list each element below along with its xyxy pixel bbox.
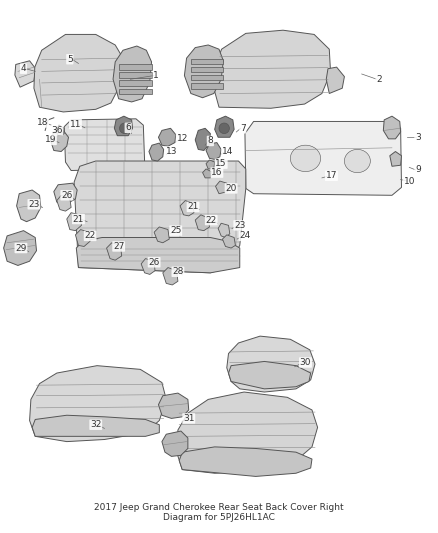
Text: 21: 21 xyxy=(73,214,84,223)
Text: 4: 4 xyxy=(21,64,26,73)
Text: 1: 1 xyxy=(153,71,159,80)
Text: 30: 30 xyxy=(300,358,311,367)
Polygon shape xyxy=(149,143,164,161)
Text: 23: 23 xyxy=(28,200,39,209)
Text: 26: 26 xyxy=(148,258,160,267)
Polygon shape xyxy=(119,89,152,94)
Text: 6: 6 xyxy=(125,123,131,132)
Text: 19: 19 xyxy=(45,135,56,144)
Polygon shape xyxy=(227,336,315,392)
Text: 8: 8 xyxy=(208,136,213,146)
Polygon shape xyxy=(214,30,331,108)
Polygon shape xyxy=(67,213,81,231)
Polygon shape xyxy=(177,392,318,473)
Polygon shape xyxy=(119,80,152,86)
Polygon shape xyxy=(191,67,223,72)
Text: 2017 Jeep Grand Cherokee Rear Seat Back Cover Right
Diagram for 5PJ26HL1AC: 2017 Jeep Grand Cherokee Rear Seat Back … xyxy=(94,503,344,522)
Polygon shape xyxy=(245,122,402,195)
Polygon shape xyxy=(106,243,122,260)
Text: 36: 36 xyxy=(51,126,63,135)
Polygon shape xyxy=(113,46,152,102)
Polygon shape xyxy=(206,160,215,169)
Text: 31: 31 xyxy=(183,414,194,423)
Polygon shape xyxy=(184,45,223,98)
Text: 28: 28 xyxy=(172,267,184,276)
Polygon shape xyxy=(114,116,133,136)
Polygon shape xyxy=(202,169,211,178)
Text: 23: 23 xyxy=(234,221,245,230)
Polygon shape xyxy=(76,238,240,273)
Text: 26: 26 xyxy=(61,191,72,200)
Polygon shape xyxy=(159,128,176,146)
Text: 21: 21 xyxy=(187,203,199,212)
Text: 9: 9 xyxy=(415,165,421,174)
Polygon shape xyxy=(141,259,155,274)
Polygon shape xyxy=(154,227,169,243)
Polygon shape xyxy=(162,431,188,456)
Text: 3: 3 xyxy=(415,133,421,142)
Polygon shape xyxy=(195,215,209,231)
Polygon shape xyxy=(215,181,228,193)
Polygon shape xyxy=(191,75,223,80)
Polygon shape xyxy=(191,59,223,64)
Polygon shape xyxy=(75,230,90,246)
Text: 14: 14 xyxy=(222,147,233,156)
Polygon shape xyxy=(56,125,64,136)
Polygon shape xyxy=(223,235,236,248)
Ellipse shape xyxy=(219,123,230,134)
Polygon shape xyxy=(179,447,312,477)
Polygon shape xyxy=(15,61,35,87)
Text: 27: 27 xyxy=(113,242,124,251)
Text: 24: 24 xyxy=(239,231,251,240)
Polygon shape xyxy=(17,190,41,222)
Polygon shape xyxy=(163,268,178,285)
Polygon shape xyxy=(32,415,159,437)
Text: 29: 29 xyxy=(15,244,27,253)
Text: 12: 12 xyxy=(177,134,188,143)
Text: 2: 2 xyxy=(376,75,382,84)
Polygon shape xyxy=(119,64,152,70)
Text: 20: 20 xyxy=(226,184,237,193)
Polygon shape xyxy=(383,116,401,139)
Ellipse shape xyxy=(290,145,321,172)
Polygon shape xyxy=(57,195,71,211)
Polygon shape xyxy=(180,200,194,216)
Text: 11: 11 xyxy=(70,119,81,128)
Polygon shape xyxy=(218,223,230,238)
Polygon shape xyxy=(74,161,246,273)
Polygon shape xyxy=(54,183,77,203)
Polygon shape xyxy=(326,67,344,93)
Text: 25: 25 xyxy=(170,226,181,235)
Polygon shape xyxy=(30,366,166,442)
Text: 16: 16 xyxy=(211,168,223,177)
Polygon shape xyxy=(390,151,402,166)
Ellipse shape xyxy=(120,123,130,134)
Polygon shape xyxy=(159,393,189,418)
Polygon shape xyxy=(195,128,210,150)
Text: 22: 22 xyxy=(205,215,217,224)
Polygon shape xyxy=(215,116,234,138)
Ellipse shape xyxy=(344,149,371,173)
Text: 7: 7 xyxy=(240,124,246,133)
Text: 18: 18 xyxy=(37,118,48,127)
Text: 32: 32 xyxy=(90,420,102,429)
Polygon shape xyxy=(4,231,36,265)
Text: 13: 13 xyxy=(166,147,177,156)
Polygon shape xyxy=(191,84,223,89)
Polygon shape xyxy=(64,119,145,171)
Text: 5: 5 xyxy=(67,55,73,64)
Polygon shape xyxy=(206,142,221,159)
Text: 10: 10 xyxy=(403,176,415,185)
Polygon shape xyxy=(229,361,311,389)
Polygon shape xyxy=(119,72,152,78)
Polygon shape xyxy=(34,35,123,112)
Text: 17: 17 xyxy=(326,171,337,180)
Text: 22: 22 xyxy=(85,231,96,240)
Text: 15: 15 xyxy=(215,159,227,168)
Polygon shape xyxy=(50,131,68,151)
